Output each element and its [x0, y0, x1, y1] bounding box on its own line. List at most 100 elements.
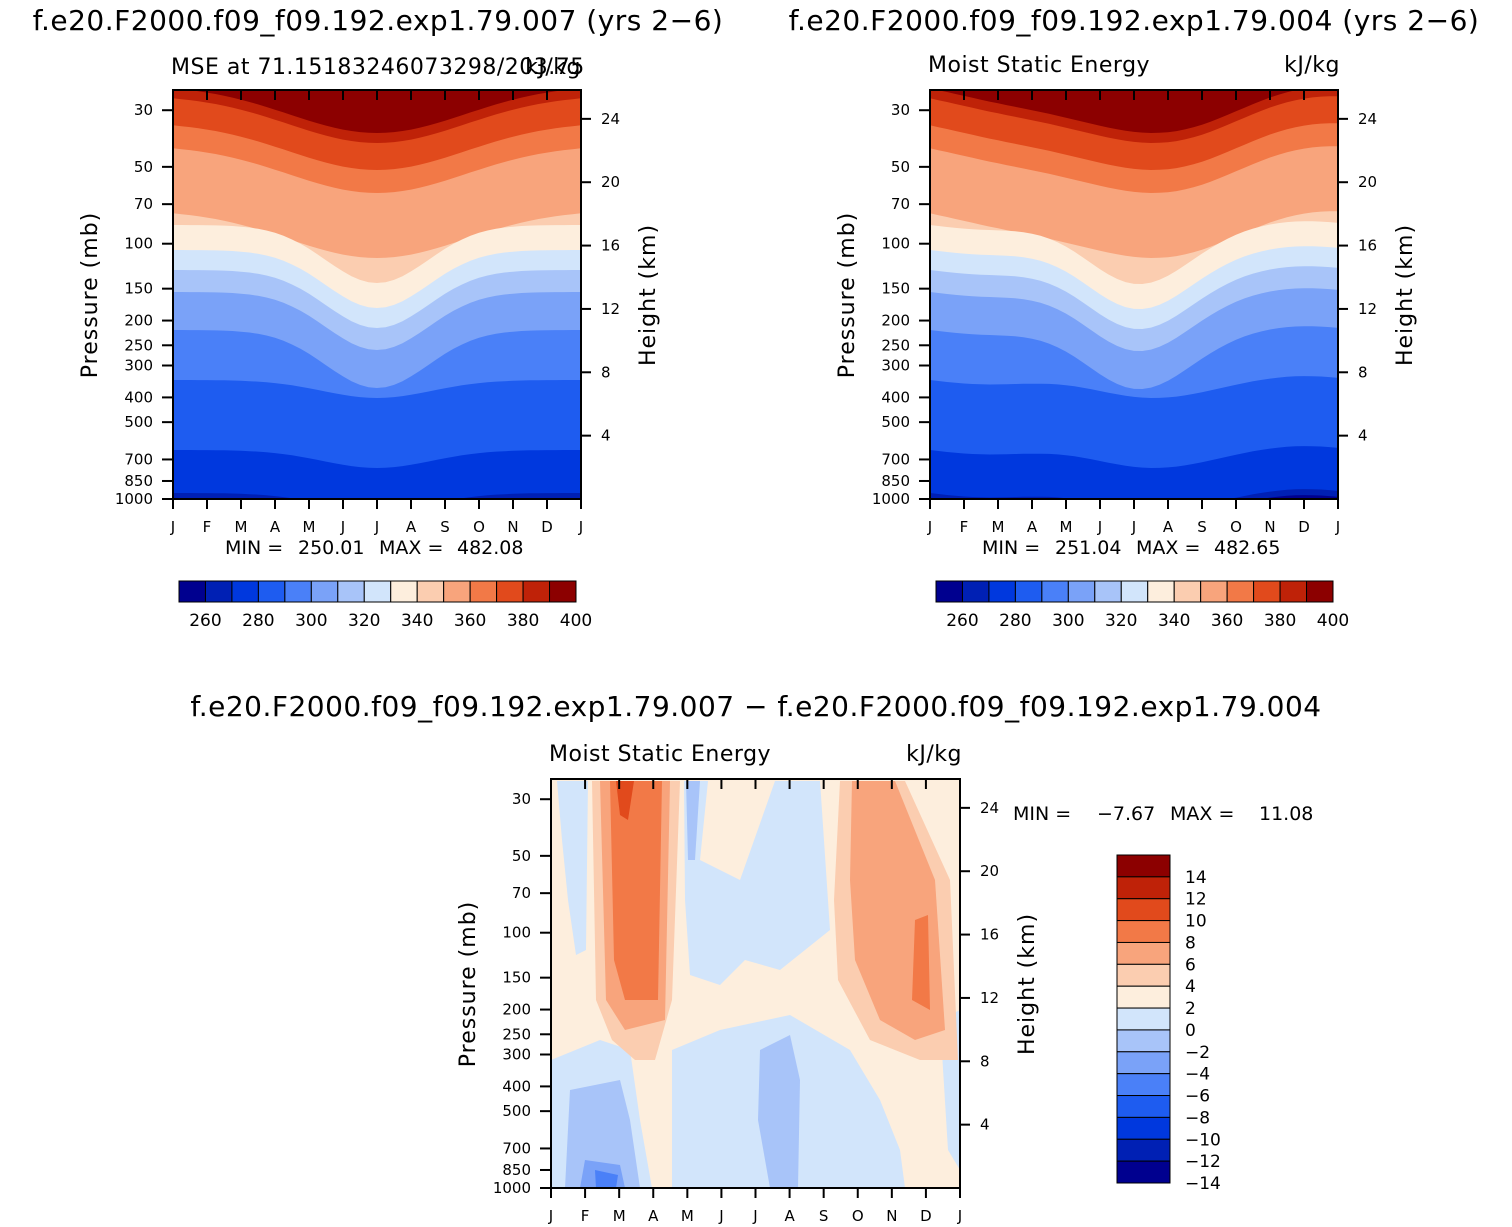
pressure-tick-label-5: 200	[124, 312, 153, 330]
colorbar-swatch-9	[1173, 580, 1202, 603]
colorbar-swatch-11	[469, 580, 498, 603]
month-tick-label-8: S	[440, 518, 450, 536]
pressure-tick-label-7: 300	[124, 357, 153, 375]
month-tick-label-9: O	[473, 518, 485, 536]
pressure-tick-label-8: 400	[881, 388, 910, 406]
pressure-tick-label-10: 700	[124, 450, 153, 468]
pressure-tick-label-1: 50	[134, 158, 153, 176]
month-tick-label-4: M	[1060, 518, 1073, 536]
colorbar-swatch-10	[1116, 1073, 1171, 1097]
colorbar-swatch-8	[1116, 1029, 1171, 1053]
pressure-tick-label-1: 50	[891, 158, 910, 176]
colorbar-label-0: 14	[1185, 868, 1207, 888]
panel-3-ylabel-right: Height (km)	[1015, 913, 1040, 1055]
colorbar-label-7: 400	[560, 611, 592, 631]
colorbar-swatch-12	[1253, 580, 1281, 603]
month-tick-label-12: J	[1335, 518, 1340, 536]
colorbar-swatch-5	[310, 580, 339, 603]
month-tick-label-3: A	[270, 518, 281, 536]
month-tick-label-5: J	[340, 518, 345, 536]
diff-pos-nov-6	[912, 915, 930, 1010]
month-tick-label-9: O	[852, 1207, 864, 1225]
height-tick-label-3: 12	[601, 300, 620, 318]
colorbar-swatch-1	[961, 580, 990, 603]
panel-2-max-value: 482.65	[1214, 537, 1280, 559]
month-tick-label-4: M	[303, 518, 316, 536]
colorbar-label-4: 6	[1185, 955, 1196, 975]
colorbar-label-13: −12	[1185, 1152, 1221, 1172]
pressure-tick-label-4: 150	[502, 969, 531, 987]
pressure-tick-label-5: 200	[502, 1001, 531, 1019]
mse-band-13	[173, 450, 581, 499]
month-tick-label-0: J	[548, 1207, 553, 1225]
month-tick-label-10: N	[507, 518, 518, 536]
panel-1-case-title: f.e20.F2000.f09_f09.192.exp1.79.007 (yrs…	[33, 4, 724, 37]
panel-model-007: f.e20.F2000.f09_f09.192.exp1.79.007 (yrs…	[33, 4, 724, 631]
colorbar-swatch-1	[204, 580, 233, 603]
colorbar-swatch-7	[363, 580, 392, 603]
pressure-tick-label-11: 850	[881, 472, 910, 490]
colorbar-label-3: 8	[1185, 933, 1196, 953]
colorbar-swatch-4	[284, 580, 312, 603]
diff-neg-west-upper	[557, 781, 588, 955]
pressure-tick-label-2: 70	[891, 195, 910, 213]
height-tick-label-5: 4	[1358, 427, 1368, 445]
colorbar-swatch-13	[1279, 580, 1308, 603]
panel-difference: f.e20.F2000.f09_f09.192.exp1.79.007 − f.…	[190, 690, 1321, 1225]
panel-2-min-value: 251.04	[1055, 537, 1121, 559]
colorbar-label-2: 300	[295, 611, 327, 631]
panel-3-contour-field	[551, 779, 960, 1188]
colorbar-label-9: −4	[1185, 1065, 1210, 1085]
mse-band-14	[173, 493, 581, 499]
colorbar-swatch-14	[1306, 580, 1334, 603]
pressure-tick-label-9: 500	[881, 413, 910, 431]
pressure-tick-label-12: 1000	[872, 490, 910, 508]
month-tick-label-3: A	[1027, 518, 1038, 536]
colorbar-swatch-2	[988, 580, 1016, 603]
colorbar-swatch-6	[337, 580, 365, 603]
height-tick-label-2: 16	[601, 237, 620, 255]
height-tick-label-4: 8	[980, 1052, 990, 1070]
pressure-tick-label-11: 850	[502, 1161, 531, 1179]
colorbar-swatch-1	[1116, 876, 1171, 900]
month-tick-label-9: O	[1230, 518, 1242, 536]
month-tick-label-1: F	[581, 1207, 590, 1225]
colorbar-label-0: 260	[946, 611, 978, 631]
pressure-tick-label-0: 30	[512, 790, 531, 808]
colorbar-swatch-4	[1041, 580, 1069, 603]
pressure-tick-label-12: 1000	[115, 490, 153, 508]
pressure-tick-label-8: 400	[502, 1077, 531, 1095]
pressure-tick-label-7: 300	[502, 1046, 531, 1064]
pressure-tick-label-6: 250	[881, 336, 910, 354]
month-tick-label-2: M	[235, 518, 248, 536]
pressure-tick-label-9: 500	[124, 413, 153, 431]
panel-3-min-label: MIN =	[1013, 803, 1071, 825]
colorbar-swatch-2	[231, 580, 259, 603]
colorbar-swatch-6	[1094, 580, 1122, 603]
pressure-tick-label-11: 850	[124, 472, 153, 490]
panel-3-case-title: f.e20.F2000.f09_f09.192.exp1.79.007 − f.…	[190, 690, 1321, 723]
pressure-tick-label-6: 250	[502, 1025, 531, 1043]
month-tick-label-5: J	[718, 1207, 723, 1225]
month-tick-label-12: J	[578, 518, 583, 536]
month-tick-label-1: F	[960, 518, 969, 536]
height-tick-label-1: 20	[980, 862, 999, 880]
panel-2-units: kJ/kg	[1284, 53, 1340, 78]
colorbar-label-5: 360	[454, 611, 486, 631]
colorbar-label-5: 4	[1185, 977, 1196, 997]
pressure-tick-label-4: 150	[124, 280, 153, 298]
panel-3-units: kJ/kg	[906, 742, 962, 767]
pressure-tick-label-3: 100	[881, 235, 910, 253]
colorbar-label-1: 12	[1185, 890, 1207, 910]
panel-2-min-label: MIN =	[982, 537, 1040, 559]
panel-1-max-label: MAX =	[379, 537, 443, 559]
colorbar-swatch-2	[1116, 898, 1171, 922]
colorbar-swatch-0	[935, 580, 963, 603]
colorbar-label-6: 2	[1185, 999, 1196, 1019]
pressure-tick-label-9: 500	[502, 1102, 531, 1120]
colorbar-swatch-13	[1116, 1138, 1171, 1162]
colorbar-swatch-3	[257, 580, 286, 603]
month-tick-label-10: N	[886, 1207, 897, 1225]
